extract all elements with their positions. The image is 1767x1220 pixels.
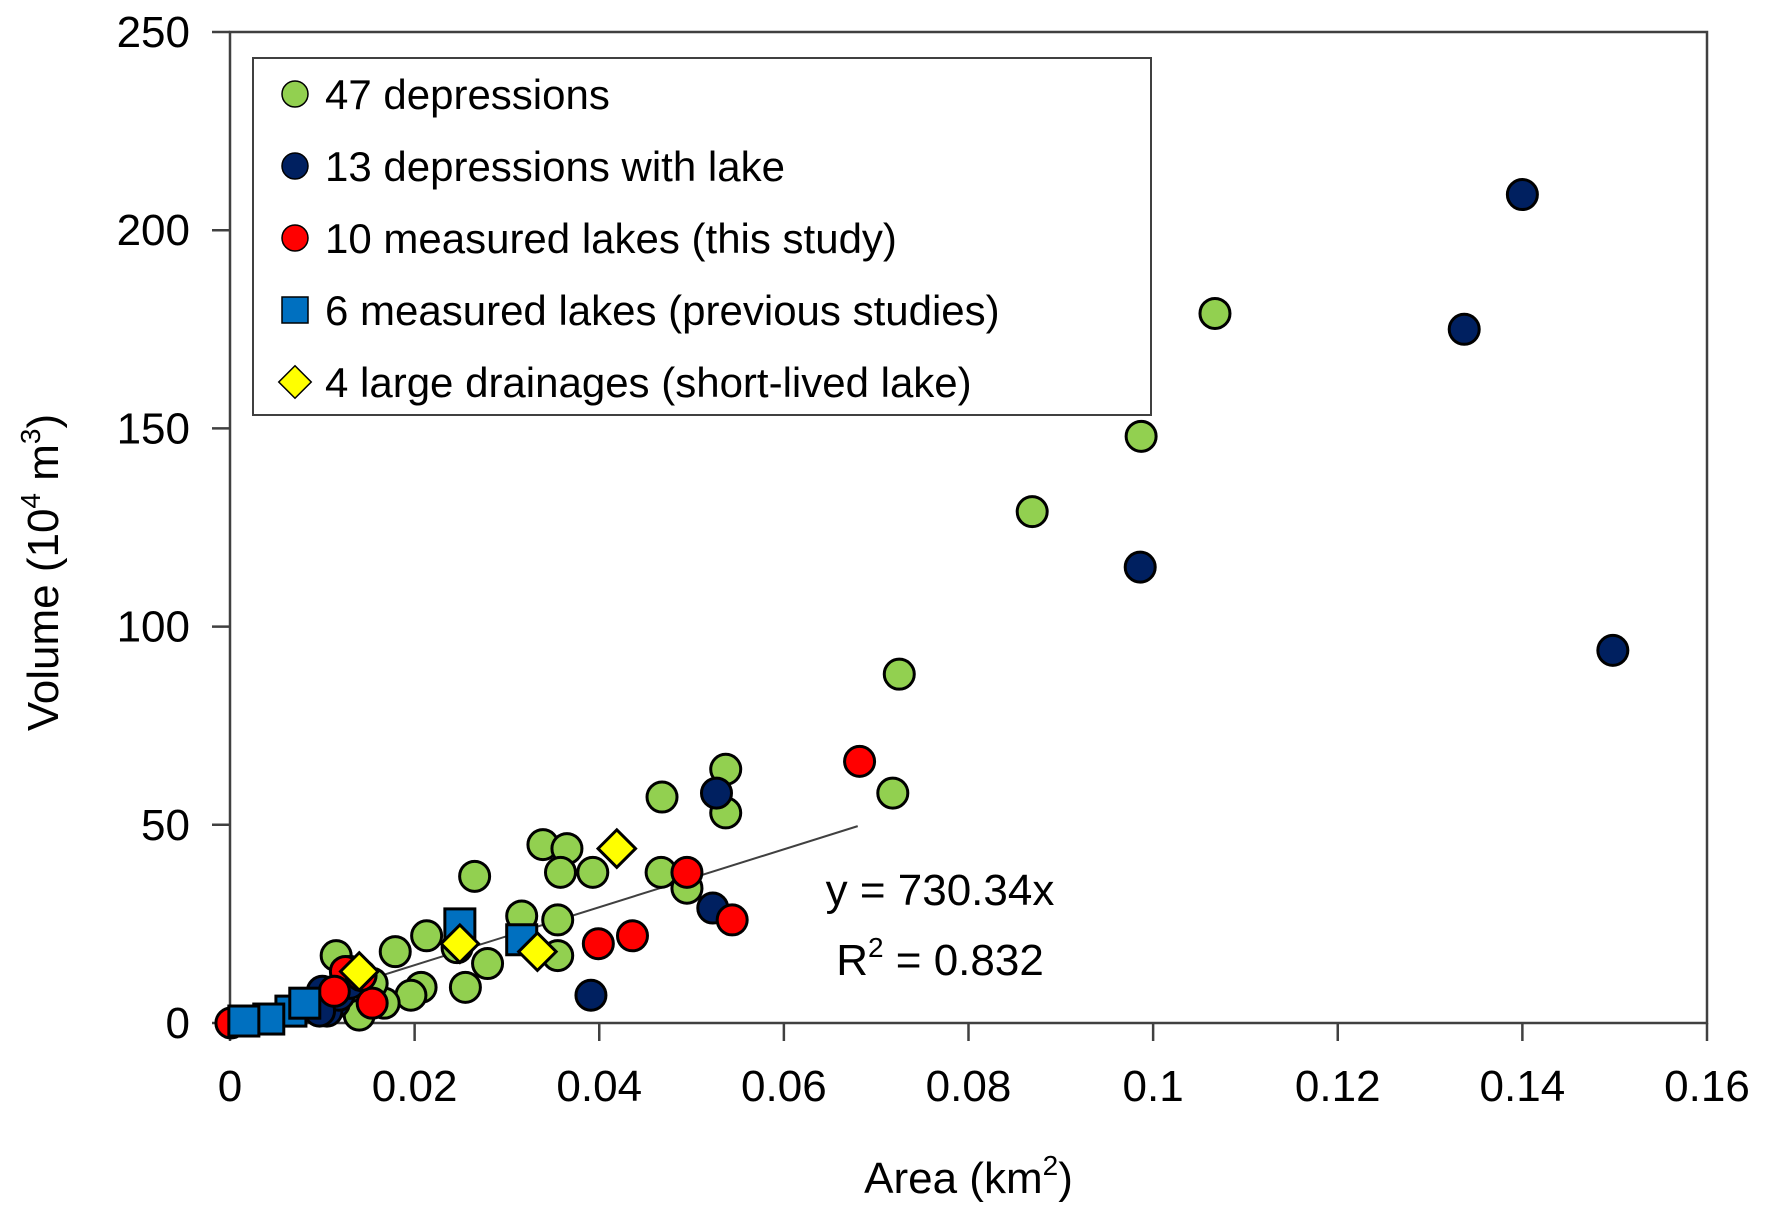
data-point: [317, 974, 351, 1008]
r2-superscript: 2: [868, 932, 884, 963]
legend-item: 6 measured lakes (previous studies): [281, 287, 1000, 334]
x-tick-label: 0.12: [1295, 1062, 1381, 1111]
data-point: [595, 827, 638, 870]
x-tick-label: 0.08: [926, 1062, 1012, 1111]
legend-box: [252, 57, 1152, 416]
x-tick-label: 0.16: [1664, 1062, 1750, 1111]
data-point: [645, 780, 679, 814]
legend-label: 13 depressions with lake: [325, 143, 785, 190]
legend-label: 6 measured lakes (previous studies): [325, 287, 1000, 334]
legend-item: 4 large drainages (short-lived lake): [277, 359, 972, 406]
x-tick-label: 0.06: [741, 1062, 827, 1111]
y-tick-label: 150: [117, 404, 190, 453]
legend-marker-icon: [281, 224, 309, 252]
legend-label: 10 measured lakes (this study): [325, 215, 897, 262]
x-axis-title-sup: 2: [1043, 1150, 1059, 1181]
data-point: [876, 776, 910, 810]
legend-marker-icon: [281, 152, 309, 180]
y-axis-title-end: ): [19, 414, 68, 429]
x-axis-title-text: Area (km: [864, 1154, 1042, 1203]
x-axis: 0 0.02 0.04 0.06 0.08 0.1 0.12 0.14 0.16: [218, 1023, 1750, 1111]
data-point: [541, 903, 575, 937]
y-axis: 0 50 100 150 200 250: [117, 8, 230, 1048]
data-point: [1124, 419, 1158, 453]
series-4: [338, 827, 638, 993]
legend-item: 47 depressions: [281, 71, 610, 118]
data-point: [288, 986, 322, 1020]
data-point: [1015, 495, 1049, 529]
data-point: [355, 986, 389, 1020]
y-tick-label: 250: [117, 8, 190, 57]
legend-label: 4 large drainages (short-lived lake): [325, 359, 972, 406]
data-point: [438, 922, 481, 965]
legend: 47 depressions 13 depressions with lake 10…: [252, 57, 1152, 416]
data-point: [1447, 312, 1481, 346]
data-point: [227, 1004, 261, 1038]
y-tick-label: 200: [117, 206, 190, 255]
y-axis-title-sup2: 3: [15, 429, 46, 445]
data-point: [1123, 550, 1157, 584]
legend-label: 47 depressions: [325, 71, 610, 118]
x-tick-label: 0: [218, 1062, 242, 1111]
legend-marker-icon: [281, 80, 309, 108]
data-marks: [214, 178, 1630, 1040]
data-point: [1596, 633, 1630, 667]
x-axis-title: Area (km2): [864, 1150, 1073, 1203]
legend-marker-icon: [277, 364, 313, 400]
data-point: [1505, 178, 1539, 212]
x-axis-title-end: ): [1058, 1154, 1073, 1203]
data-point: [516, 930, 559, 973]
trendline-equation: y = 730.34x: [826, 866, 1055, 915]
x-tick-label: 0.1: [1123, 1062, 1184, 1111]
data-point: [338, 950, 381, 993]
legend-item: 13 depressions with lake: [281, 143, 785, 190]
x-tick-label: 0.02: [372, 1062, 458, 1111]
data-point: [715, 903, 749, 937]
data-point: [1198, 296, 1232, 330]
y-axis-title-mid: m: [19, 444, 68, 493]
data-point: [458, 859, 492, 893]
data-point: [615, 919, 649, 953]
y-tick-label: 100: [117, 603, 190, 652]
data-point: [670, 855, 704, 889]
data-point: [471, 947, 505, 981]
y-tick-label: 50: [141, 801, 190, 850]
data-point: [378, 935, 412, 969]
legend-marker-icon: [281, 296, 309, 324]
y-tick-label: 0: [166, 999, 190, 1048]
r2-label: R: [836, 936, 868, 985]
data-point: [882, 657, 916, 691]
data-point: [448, 970, 482, 1004]
r2-value: = 0.832: [884, 936, 1044, 985]
data-point: [410, 919, 444, 953]
y-axis-title-sup1: 4: [15, 493, 46, 509]
y-axis-title-text: Volume (10: [19, 509, 68, 732]
data-point: [576, 855, 610, 889]
legend-item: 10 measured lakes (this study): [281, 215, 897, 262]
data-point: [699, 776, 733, 810]
trendline-r2: R2 = 0.832: [836, 932, 1044, 985]
data-point: [543, 855, 577, 889]
y-axis-title: Volume (104 m3): [15, 414, 68, 731]
data-point: [581, 927, 615, 961]
x-tick-label: 0.14: [1480, 1062, 1566, 1111]
data-point: [574, 978, 608, 1012]
x-tick-label: 0.04: [556, 1062, 642, 1111]
data-point: [843, 744, 877, 778]
